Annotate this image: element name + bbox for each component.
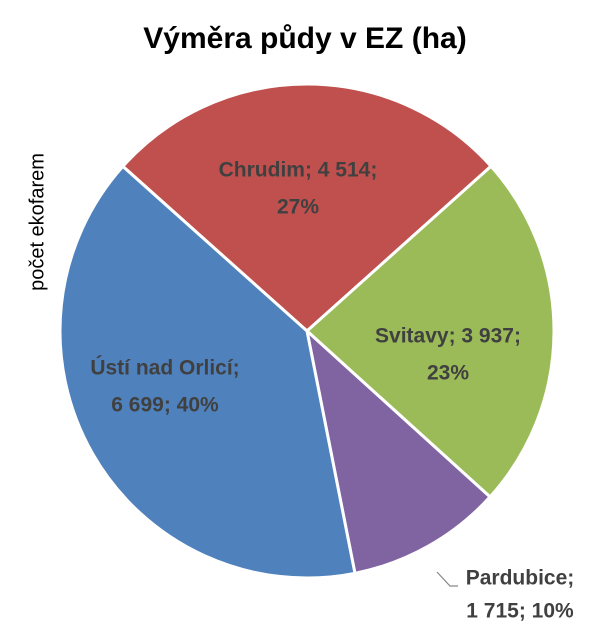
data-label: Ústí nad Orlicí; <box>90 356 239 380</box>
data-label: Chrudim; 4 514; <box>219 159 378 182</box>
data-label: Pardubice; <box>466 567 575 590</box>
data-label: 6 699; 40% <box>111 394 219 417</box>
data-label: 1 715; 10% <box>466 600 574 623</box>
y-axis-label: počet ekofarem <box>26 153 48 291</box>
pie-slice <box>304 326 493 576</box>
pie-slice <box>58 164 357 580</box>
data-label: Svitavy; 3 937; <box>375 325 521 348</box>
leader-line <box>436 571 458 587</box>
pie-slice <box>304 164 556 500</box>
pie-slice <box>120 82 494 334</box>
pie <box>58 82 556 580</box>
data-label: 23% <box>427 362 469 385</box>
chart-title: Výměra půdy v EZ (ha) <box>143 22 466 55</box>
data-label: 27% <box>277 196 319 219</box>
